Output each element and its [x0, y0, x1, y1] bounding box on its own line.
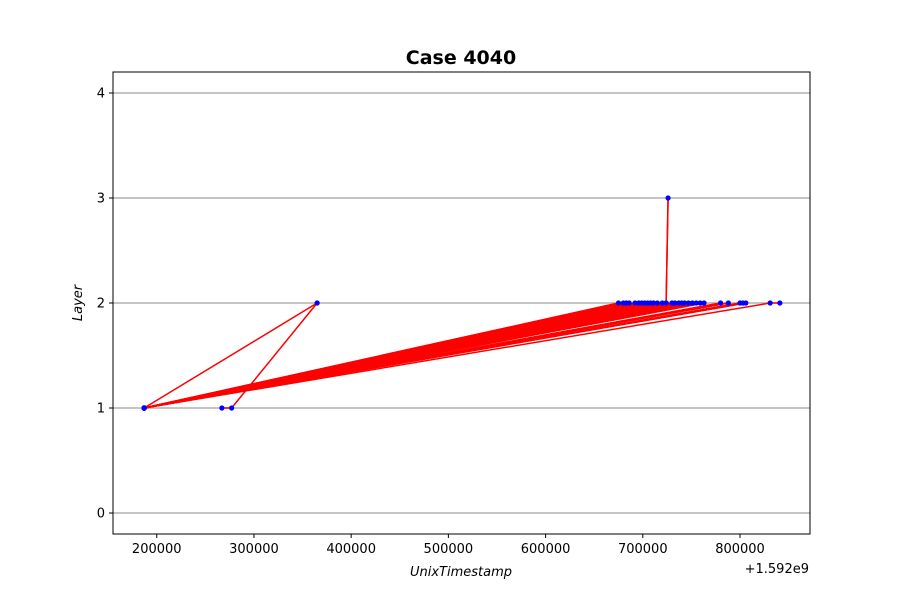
- data-point: [665, 195, 671, 201]
- x-tick-label: 400000: [326, 542, 376, 557]
- series-segment: [143, 302, 318, 409]
- data-point: [693, 300, 699, 306]
- data-point: [659, 300, 665, 306]
- data-point: [767, 300, 773, 306]
- data-point: [626, 300, 632, 306]
- y-axis: 0 1 2 3 4: [97, 87, 113, 522]
- chart-title: Case 4040: [406, 47, 516, 69]
- data-point: [681, 300, 688, 306]
- data-point: [615, 300, 622, 306]
- x-tick-label: 500000: [424, 542, 474, 557]
- series-markers: [141, 195, 783, 411]
- y-tick-label: 4: [97, 87, 105, 102]
- x-tick-label: 200000: [132, 542, 182, 557]
- data-point: [314, 300, 320, 306]
- x-axis-label: UnixTimestamp: [410, 565, 512, 580]
- data-point: [219, 405, 225, 411]
- series-segment: [143, 302, 771, 409]
- data-point: [672, 300, 678, 306]
- x-tick-label: 800000: [715, 542, 765, 557]
- y-tick-label: 2: [97, 297, 105, 312]
- y-axis-label: Layer: [71, 283, 86, 321]
- y-tick-label: 0: [97, 507, 105, 522]
- x-tick-label: 300000: [229, 542, 279, 557]
- y-tick-label: 3: [97, 192, 105, 207]
- data-point: [141, 405, 147, 411]
- data-point: [228, 405, 235, 411]
- data-point: [689, 300, 695, 306]
- data-point: [777, 300, 783, 306]
- x-offset-label: +1.592e9: [745, 562, 809, 577]
- x-axis: 200000 300000 400000 500000 600000 700000 8000…: [132, 534, 765, 557]
- data-point: [725, 300, 731, 306]
- data-point: [654, 300, 660, 306]
- data-point: [632, 300, 638, 306]
- data-point: [697, 300, 703, 306]
- data-point: [701, 300, 707, 306]
- x-tick-label: 600000: [521, 542, 571, 557]
- data-point: [717, 300, 724, 306]
- series-segment: [665, 197, 669, 304]
- series-lines: [143, 197, 781, 409]
- data-point: [685, 300, 692, 306]
- data-point: [650, 300, 657, 306]
- x-tick-label: 700000: [618, 542, 668, 557]
- data-point: [663, 300, 669, 306]
- y-tick-label: 1: [97, 402, 105, 417]
- data-point: [743, 300, 749, 306]
